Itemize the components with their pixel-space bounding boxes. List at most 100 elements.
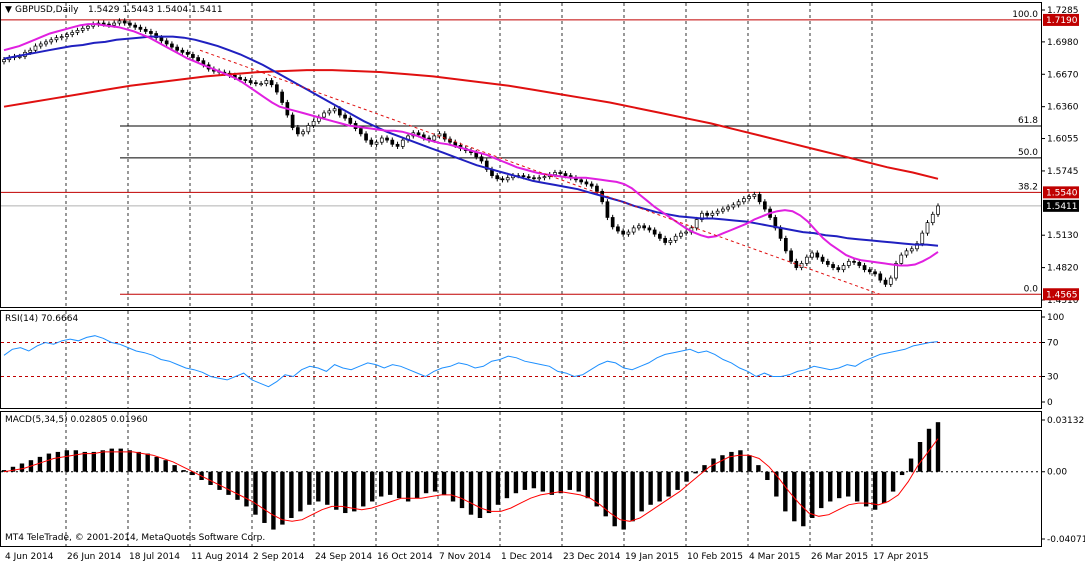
- macd-bar: [226, 471, 231, 495]
- candle-body: [820, 256, 825, 262]
- macd-bar: [19, 463, 25, 472]
- macd-bar: [845, 471, 851, 497]
- macd-bar: [91, 451, 97, 472]
- macd-bar: [280, 471, 285, 525]
- candle-body: [846, 260, 851, 266]
- candle-body: [379, 137, 384, 143]
- candle-body: [668, 240, 673, 243]
- macd-bar: [172, 465, 177, 472]
- candle-body: [133, 24, 138, 28]
- macd-bar: [702, 465, 707, 472]
- time-tick-label: 24 Sep 2014: [315, 552, 372, 562]
- candle-body: [899, 254, 904, 264]
- price-tick-label: 1.6670: [1047, 70, 1079, 80]
- macd-bar: [253, 471, 258, 515]
- candle-body: [909, 248, 914, 252]
- candle-body: [348, 117, 353, 124]
- macd-bar: [576, 471, 581, 492]
- candle-body: [505, 177, 510, 181]
- time-tick-label: 11 Aug 2014: [191, 552, 249, 562]
- candle-body: [49, 39, 54, 43]
- candle-body: [306, 125, 311, 133]
- macd-bar: [432, 471, 438, 492]
- macd-bar: [37, 456, 43, 472]
- macd-bar: [181, 470, 186, 472]
- candle-body: [532, 177, 536, 180]
- candle-body: [610, 217, 615, 228]
- macd-bar: [289, 471, 294, 519]
- candle-body: [33, 45, 38, 51]
- macd-bar: [917, 442, 923, 472]
- candle-body: [374, 141, 379, 145]
- fib-level-label: 0.0: [1024, 284, 1039, 294]
- macd-bar: [774, 471, 779, 497]
- candle-body: [364, 133, 368, 141]
- candle-body: [442, 133, 447, 140]
- macd-bar: [513, 471, 519, 494]
- macd-bar: [657, 471, 662, 502]
- candle-body: [65, 34, 69, 37]
- rsi-pane[interactable]: [0, 310, 1042, 409]
- candle-body: [128, 22, 132, 26]
- rsi-line: [3, 335, 939, 388]
- macd-bar: [450, 471, 456, 502]
- candle-body: [358, 128, 363, 135]
- candle-body: [883, 279, 888, 285]
- candle-body: [112, 22, 117, 26]
- candle-body: [930, 213, 935, 224]
- macd-pane[interactable]: [0, 411, 1042, 547]
- time-tick-label: 4 Jun 2014: [5, 552, 54, 562]
- rsi-title: RSI(14) 70.6664: [5, 314, 78, 324]
- candle-body: [778, 227, 783, 239]
- candle-body: [280, 91, 284, 103]
- macd-bar: [352, 471, 357, 512]
- macd-bar: [423, 471, 429, 494]
- price-pane[interactable]: [0, 2, 1042, 308]
- price-tick-label: 1.5745: [1047, 167, 1079, 177]
- macd-signal-line: [3, 438, 939, 522]
- macd-bar: [271, 471, 276, 530]
- candle-body: [867, 269, 872, 273]
- candle-body: [290, 114, 295, 128]
- macd-bar: [684, 471, 689, 482]
- macd-bar: [899, 471, 905, 476]
- macd-bar: [109, 448, 114, 472]
- macd-bar: [872, 471, 878, 510]
- current-price-box: [1043, 199, 1079, 212]
- candle-body: [789, 250, 793, 262]
- candle-body: [80, 27, 85, 31]
- candle-body: [385, 137, 389, 141]
- time-tick-label: 26 Jun 2014: [67, 552, 121, 562]
- price-tag-box: [1043, 13, 1079, 26]
- candle-body: [238, 77, 242, 80]
- macd-bar: [863, 471, 869, 507]
- macd-bar: [729, 451, 734, 472]
- macd-bar: [316, 471, 321, 502]
- chart-menu-icon[interactable]: ▼: [5, 5, 12, 15]
- candle-body: [159, 37, 164, 42]
- macd-bar: [217, 471, 222, 490]
- candle-body: [259, 83, 263, 86]
- candle-body: [149, 31, 153, 34]
- candle-body: [395, 143, 400, 147]
- macd-bar: [738, 450, 743, 472]
- candle-body: [936, 205, 940, 215]
- candle-body: [311, 120, 316, 126]
- candle-body: [254, 82, 258, 85]
- candle-body: [180, 49, 185, 53]
- candle-body: [605, 201, 610, 218]
- macd-bar: [828, 471, 833, 502]
- candle-body: [626, 231, 631, 235]
- current-price-tag: 1.5411: [1043, 199, 1079, 212]
- macd-tick-label: 0.03132: [1047, 416, 1084, 426]
- candle-body: [38, 43, 43, 47]
- macd-bar: [612, 471, 617, 527]
- current-price-label: 1.5411: [1046, 202, 1078, 212]
- macd-bar: [747, 455, 752, 472]
- price-tick-label: 1.4510: [1047, 296, 1079, 306]
- candle-body: [663, 237, 667, 243]
- macd-bar: [307, 471, 312, 505]
- candle-body: [191, 54, 195, 58]
- candle-body: [642, 225, 647, 229]
- macd-bar: [334, 471, 339, 510]
